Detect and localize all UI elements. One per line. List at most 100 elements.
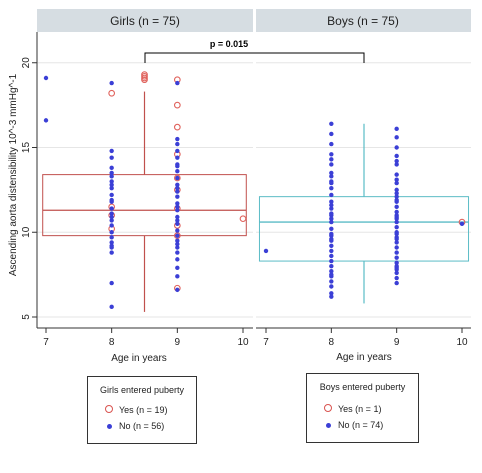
girls-point-no (175, 228, 180, 233)
boys-point-no (394, 153, 399, 159)
girls-point-no (109, 148, 114, 154)
boys-point-no (394, 260, 399, 265)
girls-point-yes (173, 123, 181, 131)
girls-legend-no-label: No (n = 56) (119, 421, 165, 431)
girls-point-no (175, 155, 180, 160)
boys-legend-no-label: No (n = 74) (338, 420, 384, 430)
boys-point-no (394, 194, 399, 199)
girls-x-tick-label: 7 (43, 337, 49, 348)
girls-point-yes (141, 72, 148, 80)
boys-point-no (329, 253, 334, 259)
x-axes: 7 8 9 10 7 8 9 10 (37, 327, 471, 348)
y-tick-label: 15 (21, 142, 32, 154)
p-value-label: p = 0.015 (210, 39, 248, 49)
boys-point-no (329, 243, 334, 249)
girls-point-no (109, 235, 114, 240)
y-tick-label: 20 (21, 57, 32, 69)
girls-point-no (109, 280, 114, 286)
open-circle-icon (104, 405, 114, 415)
boys-point-no (329, 206, 334, 211)
filled-dot-icon (104, 421, 114, 431)
girls-point-no (175, 238, 180, 243)
boys-panel (256, 62, 471, 318)
boys-point-no (394, 270, 399, 276)
girls-point-no (175, 245, 180, 250)
boys-point-no (394, 177, 399, 182)
boys-point-no (329, 226, 334, 232)
girls-point-no (175, 201, 180, 206)
boys-point-no (394, 231, 399, 237)
girls-box (42, 174, 247, 237)
girls-point-no (109, 214, 114, 220)
boys-point-no (329, 202, 334, 208)
open-circle-icon (323, 404, 333, 414)
girls-point-no (109, 243, 114, 249)
boys-point-no (329, 199, 334, 204)
boys-point-no (329, 248, 334, 254)
boys-point-no (394, 263, 399, 269)
girls-point-no (109, 192, 114, 198)
girls-point-no (43, 118, 49, 123)
boys-point-no (394, 158, 399, 164)
girls-point-no (109, 174, 114, 179)
girls-point-no (175, 265, 180, 271)
boys-legend-yes-label: Yes (n = 1) (338, 404, 382, 414)
boys-point-no (329, 284, 334, 289)
girls-x-tick-label: 8 (109, 337, 115, 348)
girls-point-no (109, 250, 114, 255)
girls-point-no (175, 163, 180, 169)
girls-point-no (175, 194, 180, 199)
boys-point-no (329, 291, 334, 296)
girls-point-no (175, 175, 180, 181)
girls-point-no (175, 141, 180, 147)
girls-point-no (175, 257, 180, 262)
girls-point-no (175, 169, 180, 174)
boys-x-tick-label: 9 (394, 337, 400, 348)
boys-point-no (263, 248, 269, 254)
boys-point-no (329, 216, 334, 221)
girls-point-no (175, 241, 180, 247)
boys-point-no (394, 213, 399, 218)
girls-point-no (175, 287, 180, 293)
girls-point-no (43, 75, 49, 81)
boys-point-no (394, 180, 399, 186)
girls-x-axis-title: Age in years (111, 353, 167, 364)
girls-point-no (175, 136, 180, 142)
boys-point-no (394, 255, 399, 260)
boys-point-no (394, 162, 399, 167)
girls-point-no (109, 80, 114, 86)
girls-point-yes (173, 174, 181, 182)
girls-point-no (175, 148, 180, 154)
boys-point-no (329, 269, 334, 274)
girls-point-no (109, 206, 114, 211)
boys-point-no (329, 294, 334, 299)
boys-panel-title: Boys (n = 75) (327, 14, 399, 28)
boys-point-no (329, 152, 334, 157)
boys-panel-header (256, 9, 471, 32)
significance-bracket: p = 0.015 (144, 39, 365, 63)
girls-point-no (175, 221, 180, 226)
girls-point-no (175, 274, 180, 279)
boys-point-no (394, 209, 399, 215)
girls-x-tick-label: 9 (175, 337, 181, 348)
boys-point-no (329, 185, 334, 191)
boys-box (258, 196, 470, 262)
boys-x-tick-label: 8 (329, 337, 335, 348)
boys-point-no (394, 280, 399, 286)
bracket-line (144, 52, 365, 63)
boys-point-no (394, 219, 399, 225)
boys-point-no (394, 172, 399, 177)
boys-point-no (394, 275, 399, 281)
girls-panel-header (37, 9, 253, 32)
girls-point-yes (141, 76, 148, 84)
boys-point-no (329, 141, 334, 147)
girls-point-no (109, 197, 114, 203)
girls-point-no (109, 304, 114, 310)
boys-x-tick-label: 10 (456, 337, 468, 348)
boys-point-no (329, 211, 334, 216)
girls-point-no (175, 214, 180, 220)
boys-point-no (394, 197, 399, 203)
boys-point-no (329, 272, 334, 277)
boys-point-no (329, 231, 334, 237)
